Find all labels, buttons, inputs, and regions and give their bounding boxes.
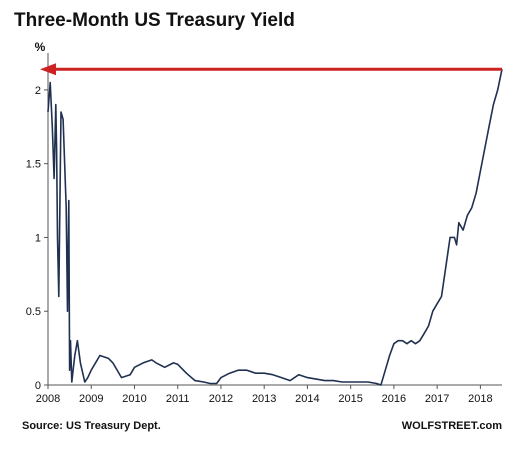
chart-title: Three-Month US Treasury Yield <box>14 10 295 31</box>
y-ticks: 0 0.5 1 1.5 2 <box>26 85 48 392</box>
x-ticks: 2008 2009 2010 2011 2012 2013 2014 2015 2016 2017… <box>36 385 493 405</box>
x-tick-label: 2012 <box>209 393 233 405</box>
annotation-arrow-head <box>40 63 56 76</box>
x-tick-label: 2016 <box>382 393 406 405</box>
y-axis-unit-label: % <box>35 40 46 54</box>
credit-note: WOLFSTREET.com <box>401 420 502 432</box>
y-tick-label: 0.5 <box>26 306 41 318</box>
series-layer <box>47 69 503 386</box>
x-tick-label: 2015 <box>338 393 362 405</box>
y-tick-label: 2 <box>35 85 41 97</box>
x-tick-label: 2008 <box>36 393 60 405</box>
x-tick-label: 2013 <box>252 393 276 405</box>
x-tick-label: 2017 <box>425 393 449 405</box>
y-tick-label: 1.5 <box>26 159 41 171</box>
series-line <box>47 69 503 386</box>
y-tick-label: 1 <box>35 232 41 244</box>
x-tick-label: 2010 <box>122 393 146 405</box>
x-tick-label: 2009 <box>79 393 103 405</box>
x-tick-label: 2014 <box>295 393 319 405</box>
x-tick-label: 2018 <box>468 393 492 405</box>
annotation-layer <box>40 63 502 76</box>
x-tick-label: 2011 <box>166 393 190 405</box>
source-note: Source: US Treasury Dept. <box>22 420 161 432</box>
y-tick-label: 0 <box>35 380 41 392</box>
